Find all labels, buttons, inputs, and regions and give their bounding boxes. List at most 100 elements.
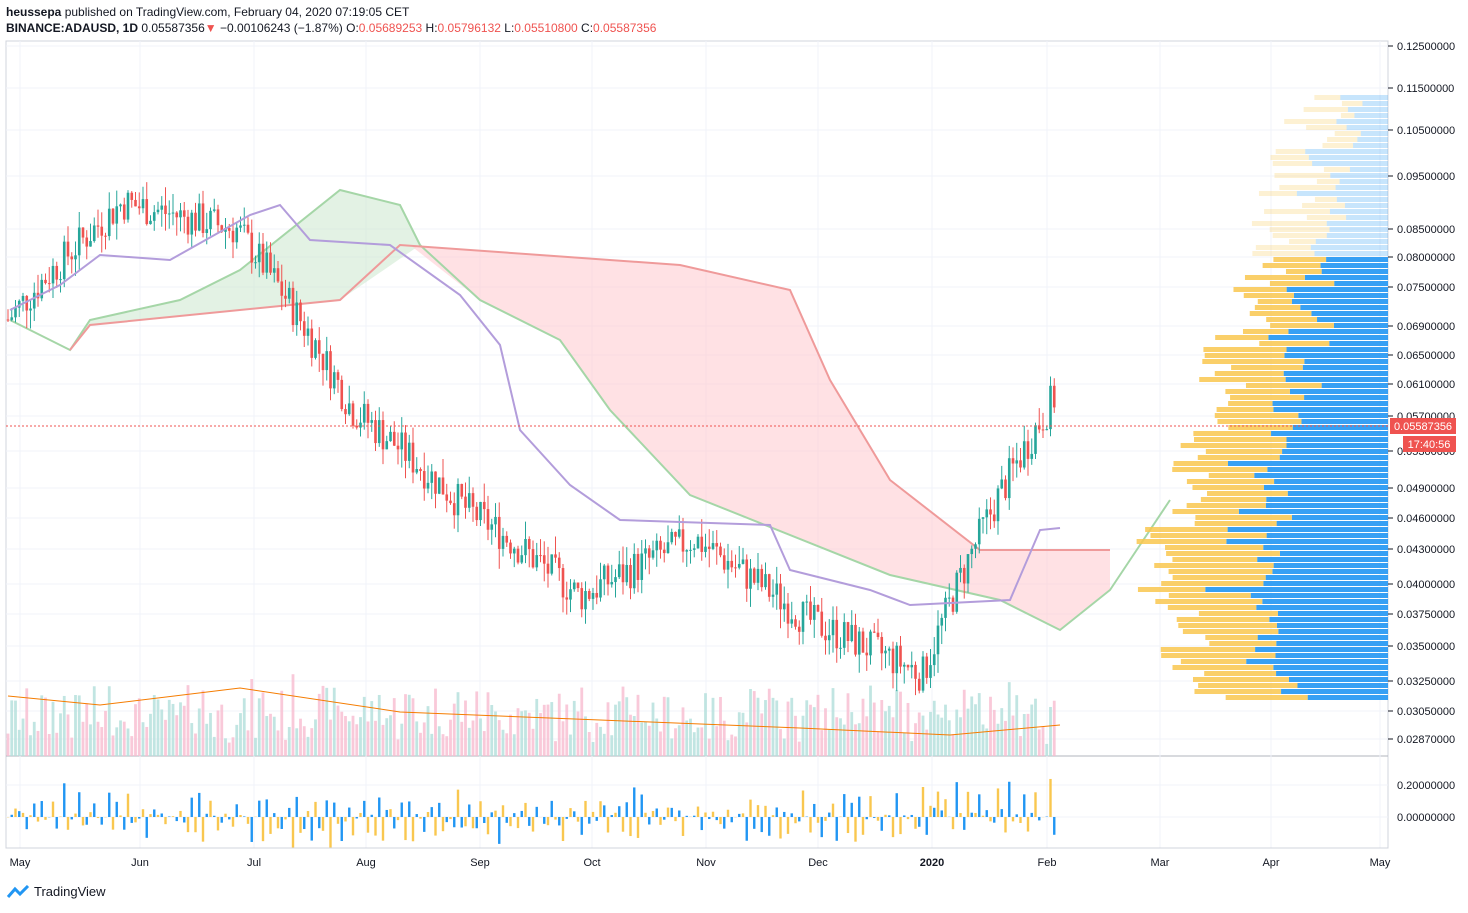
volume-bar [479,718,482,756]
oscillator-bar [14,808,17,817]
candle-body [235,227,239,243]
vp-bar-up [1272,401,1388,406]
candle-body [160,205,164,210]
candle-body [100,226,104,236]
volume-bar [640,722,644,756]
footer-brand[interactable]: TradingView [6,884,106,899]
vp-bar-down [1230,395,1305,400]
volume-bar [790,697,794,756]
candle-body [955,572,959,612]
volume-bar [62,695,66,756]
vp-bar-up [1329,209,1388,214]
oscillator-bar [190,797,193,817]
volume-bar [606,702,610,756]
volume-bar [580,687,584,756]
volume-bar [756,697,760,756]
vp-bar-up [1288,677,1388,682]
oscillator-bar [370,814,373,817]
candle-body [441,477,445,495]
volume-bar [1049,706,1052,756]
oscillator-bar [599,801,602,817]
candle-body [317,340,321,354]
candle-body [475,506,479,521]
vp-bar-down [1327,137,1358,142]
candle-body [917,678,921,691]
vp-bar-down [1208,473,1255,478]
vp-bar-down [1254,305,1301,310]
oscillator-bar [940,810,943,817]
price-badge-text: 0.05587356 [1394,421,1452,433]
volume-bar [171,703,175,756]
oscillator-bar [580,817,583,835]
time-axis[interactable]: May Jun Jul Aug Sep Oct Nov Dec 2020 Feb Mar Apr May [6,847,1391,869]
volume-bar [449,719,452,756]
oscillator-bar [985,810,988,817]
candle-body [389,431,392,442]
volume-bar [464,700,467,756]
volume-bar [32,721,36,756]
candle-body [179,210,182,218]
candle-body [775,583,779,595]
volume-bar [59,713,62,756]
candle-body [29,308,32,311]
oscillator-bar [524,802,527,817]
volume-bar [719,696,722,756]
oscillator-bar [963,817,966,830]
oscillator-bar [160,813,163,817]
vp-bar-up [1310,245,1388,250]
vp-bar-down [1225,695,1308,700]
candle-body [644,548,647,554]
volume-bar [955,709,959,756]
vp-bar-down [1166,551,1280,556]
volume-bar [175,715,179,756]
oscillator-bar [18,811,21,817]
oscillator-bar [378,797,381,817]
oscillator-bar [959,813,962,817]
vp-bar-down [1303,107,1348,112]
price-change: −0.00106243 (−1.87%) [220,21,343,35]
oscillator-bar [783,811,786,817]
oscillator-bar [869,796,872,817]
y-tick-label: 0.09500000 [1397,171,1455,183]
y-tick-label: 0.04300000 [1397,544,1455,556]
candle-body [899,645,902,667]
vp-bar-up [1266,497,1388,502]
volume-bar [782,738,786,756]
oscillator-bar [66,817,70,830]
volume-bar [497,720,501,756]
volume-bar [366,721,370,756]
vp-bar-up [1311,311,1388,316]
candle-body [512,548,516,554]
oscillator-bar [250,817,253,842]
vp-bar-up [1271,431,1388,436]
volume-bar [482,731,486,756]
candle-body [239,225,242,228]
candle-body [216,209,220,226]
volume-bar [520,711,524,756]
symbol-label[interactable]: BINANCE:ADAUSD, 1D [6,21,139,35]
volume-bar [422,722,426,756]
oscillator-bar [678,810,681,817]
vp-bar-down [1269,281,1335,286]
volume-bar [201,690,205,756]
volume-bar [374,720,377,756]
candle-body [827,635,831,641]
candle-body [257,243,261,263]
candle-body [284,295,287,299]
volume-bar [494,711,497,756]
candle-body [482,501,486,510]
volume-bar [336,705,340,756]
candle-body [790,619,794,624]
vp-bar-down [1264,209,1330,214]
candle-body [314,340,317,358]
oscillator-bar [666,807,670,817]
oscillator-bar [449,817,452,820]
volume-bar [614,704,617,756]
volume-bar [827,729,831,756]
candle-body [989,509,992,515]
volume-bar [745,722,749,756]
volume-bar [332,687,336,756]
author-name[interactable]: heussepa [6,5,62,19]
volume-bar [572,700,576,756]
